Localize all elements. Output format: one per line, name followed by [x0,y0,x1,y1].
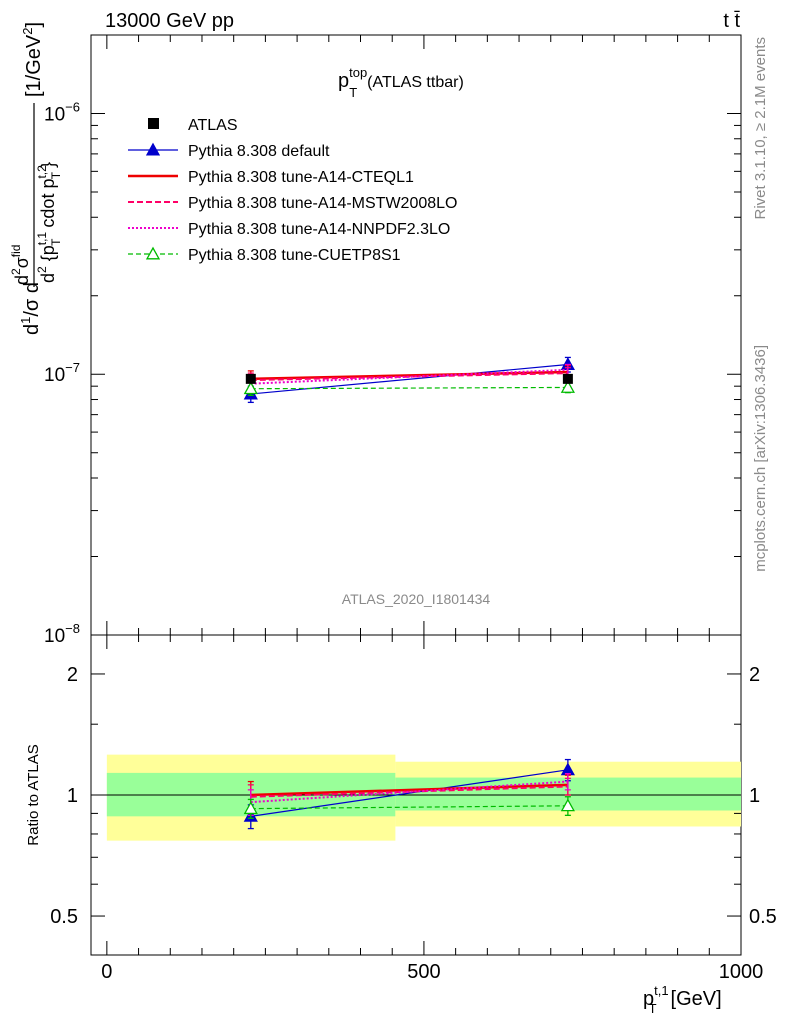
ratio-y-tick-label: 1 [67,785,78,807]
data-point [562,373,573,384]
series-line [250,370,568,381]
upper-y-axis-numerator: d2σfid [9,245,32,286]
series-line [250,372,568,382]
ratio-uncertainty-bands [106,754,741,841]
series-line [250,368,568,385]
series-4 [243,380,575,396]
data-point [243,381,258,395]
series-0 [243,356,575,404]
legend-entry-0: ATLAS [148,117,238,134]
legend-entry-4: Pythia 8.308 tune-A14-NNPDF2.3LO [128,221,450,238]
upper-panel-series [243,356,575,404]
series-5 [245,373,573,384]
legend-marker [148,118,159,129]
plot-title-rest: (ATLAS ttbar) [367,74,464,91]
plot-title-sub: T [349,85,357,100]
legend: ATLAS Pythia 8.308 default Pythia 8.308 tu… [128,117,457,264]
x-tick-label: 0 [101,961,112,983]
ratio-y-tick-label: 2 [67,664,78,686]
legend-label: Pythia 8.308 tune-A14-CTEQL1 [188,169,414,186]
x-axis-label: pt,1 T [GeV] [643,983,722,1016]
ratio-y-tick-label-right: 0.5 [749,906,777,928]
rivet-version-label: Rivet 3.1.10, ≥ 2.1M events [752,37,769,220]
upper-y-axis-unit: [1/GeV2] [20,22,45,97]
legend-marker [145,142,161,156]
upper-y-axis-label: d1/σ d d2σfid d2 {pt,1T cdot pt,2T} [1/G… [9,22,63,335]
series-4 [243,796,575,819]
mcplots-source-label: mcplots.cern.ch [arXiv:1306.3436] [752,345,769,572]
ratio-panel-series [243,758,575,830]
axis-ticks: 0 500 1000 10−8 10−7 10−6 0.5 0.5 1 1 2 2 [44,34,777,983]
data-point [245,373,256,384]
series-line [250,780,568,804]
plot-title-main: p [338,70,349,92]
legend-label: Pythia 8.308 default [188,143,330,160]
legend-label: Pythia 8.308 tune-CUETP8S1 [188,247,401,264]
legend-entry-2: Pythia 8.308 tune-A14-CTEQL1 [128,169,414,186]
legend-entry-3: Pythia 8.308 tune-A14-MSTW2008LO [128,195,457,212]
legend-marker [145,246,161,260]
y-tick-label: 10−6 [44,99,80,125]
data-point [243,801,258,815]
header-process-label: 13000 GeV pp [105,10,234,32]
ratio-y-tick-label: 0.5 [50,906,78,928]
y-tick-label: 10−7 [44,360,80,386]
y-tick-label: 10−8 [44,621,80,647]
ratio-y-tick-label-right: 2 [749,664,760,686]
legend-entry-5: Pythia 8.308 tune-CUETP8S1 [128,246,401,264]
series-line [250,783,568,797]
upper-y-axis-label-text: d1/σ d [18,282,43,335]
series-line [250,785,568,798]
ratio-y-axis-label: Ratio to ATLAS [25,744,42,845]
series-line [250,386,568,390]
x-tick-label: 500 [407,961,440,983]
legend-label: Pythia 8.308 tune-A14-MSTW2008LO [188,195,457,212]
header-channel-label: t t̄ [723,10,740,32]
legend-label: ATLAS [188,117,238,134]
analysis-watermark: ATLAS_2020_I1801434 [342,591,491,607]
x-tick-label: 1000 [719,961,764,983]
legend-entry-1: Pythia 8.308 default [128,142,330,160]
data-point [560,380,575,393]
data-point [560,798,575,812]
upper-y-axis-denominator: d2 {pt,1T cdot pt,2T} [35,162,63,283]
ratio-y-tick-label-right: 1 [749,785,760,807]
plot-title: ptop T (ATLAS ttbar) [338,65,464,100]
series-line [250,805,568,810]
legend-label: Pythia 8.308 tune-A14-NNPDF2.3LO [188,221,450,238]
plot-title-sup: top [349,65,367,80]
